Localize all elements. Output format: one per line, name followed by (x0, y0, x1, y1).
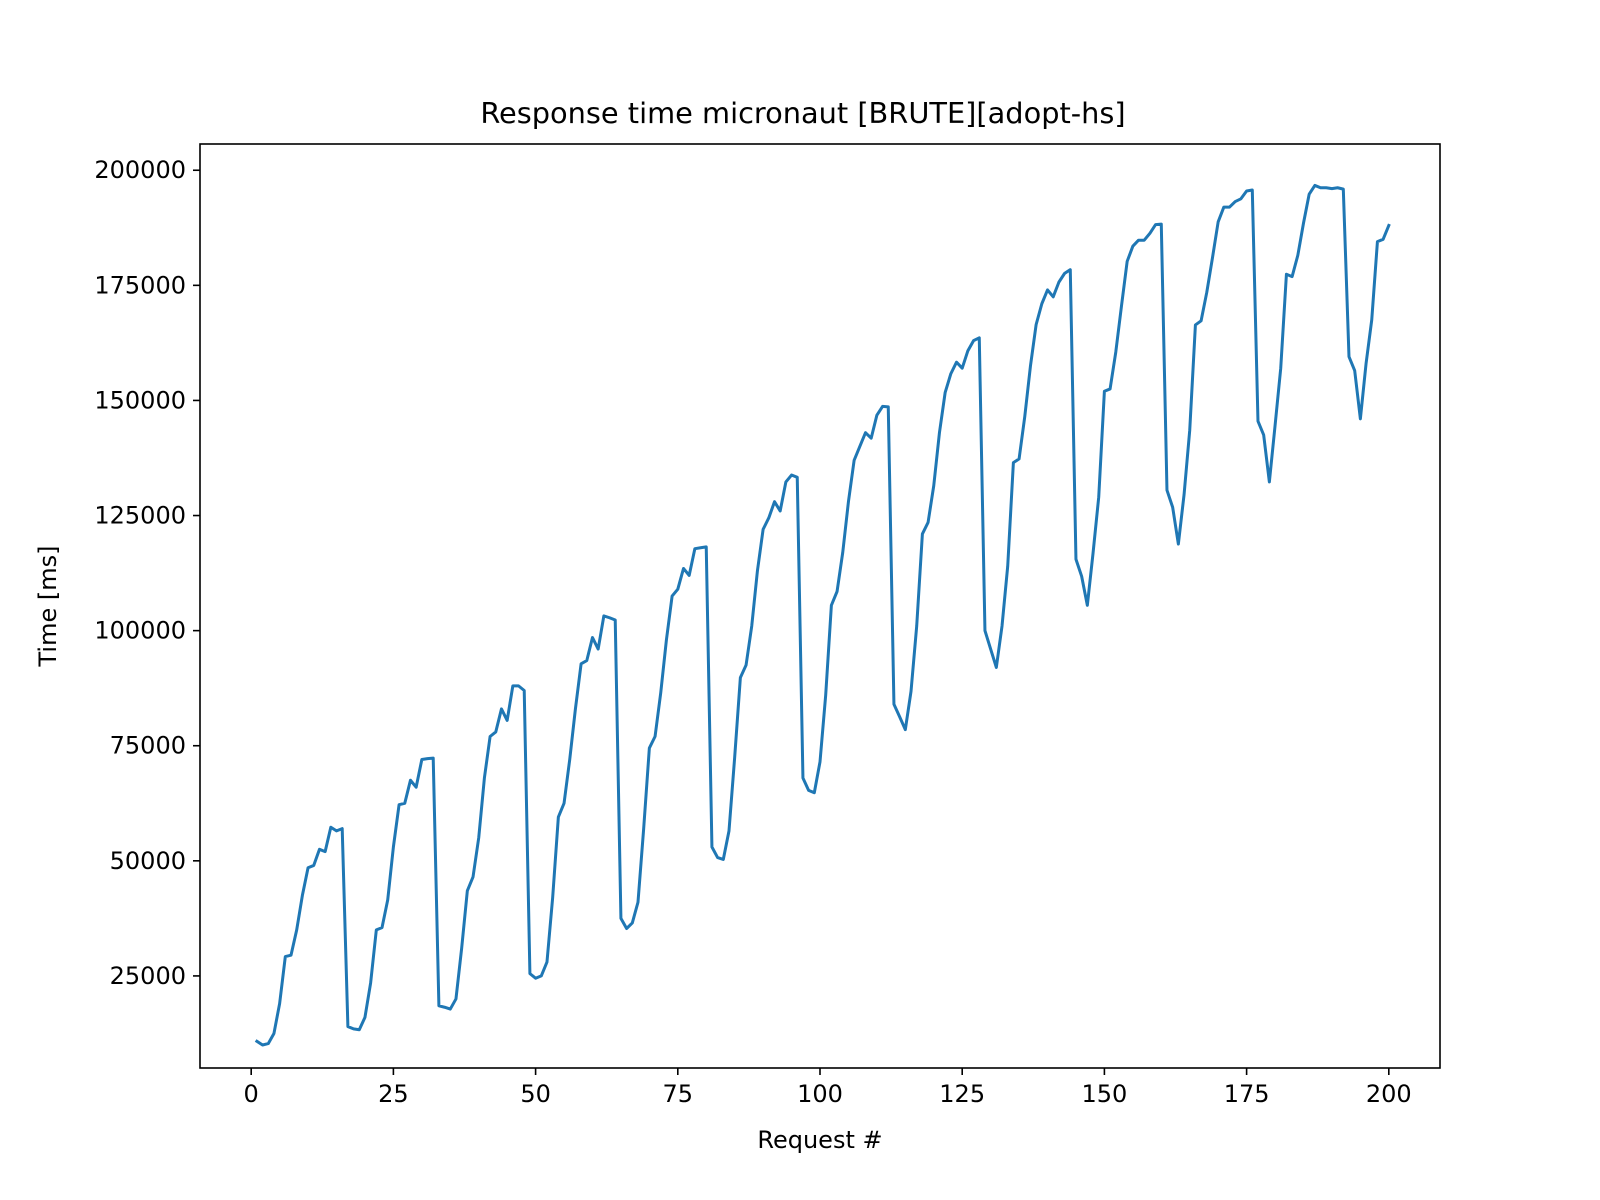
y-axis: 25000 50000 75000 100000 125000 150000 175000 2… (94, 156, 200, 990)
x-tick-label: 150 (1081, 1080, 1127, 1108)
y-axis-label: Time [ms] (34, 546, 62, 668)
x-tick-label: 75 (663, 1080, 694, 1108)
x-tick-label: 175 (1224, 1080, 1270, 1108)
series-line-0 (254, 183, 1391, 1047)
x-tick-label: 200 (1366, 1080, 1412, 1108)
y-tick-label: 150000 (94, 386, 186, 414)
y-tick-label: 75000 (110, 732, 186, 760)
y-tick-label: 50000 (110, 847, 186, 875)
x-tick-label: 50 (520, 1080, 551, 1108)
x-tick-label: 100 (797, 1080, 843, 1108)
x-axis: 0 25 50 75 100 125 150 175 200 (244, 1068, 1412, 1108)
chart-title: Response time micronaut [BRUTE][adopt-hs… (480, 96, 1125, 130)
x-axis-label: Request # (757, 1126, 882, 1154)
y-tick-label: 175000 (94, 271, 186, 299)
y-tick-label: 125000 (94, 502, 186, 530)
x-tick-label: 25 (378, 1080, 409, 1108)
x-tick-label: 0 (244, 1080, 259, 1108)
y-tick-label: 25000 (110, 962, 186, 990)
y-tick-label: 100000 (94, 617, 186, 645)
x-tick-label: 125 (939, 1080, 985, 1108)
plot-area (254, 183, 1391, 1047)
y-tick-label: 200000 (94, 156, 186, 184)
